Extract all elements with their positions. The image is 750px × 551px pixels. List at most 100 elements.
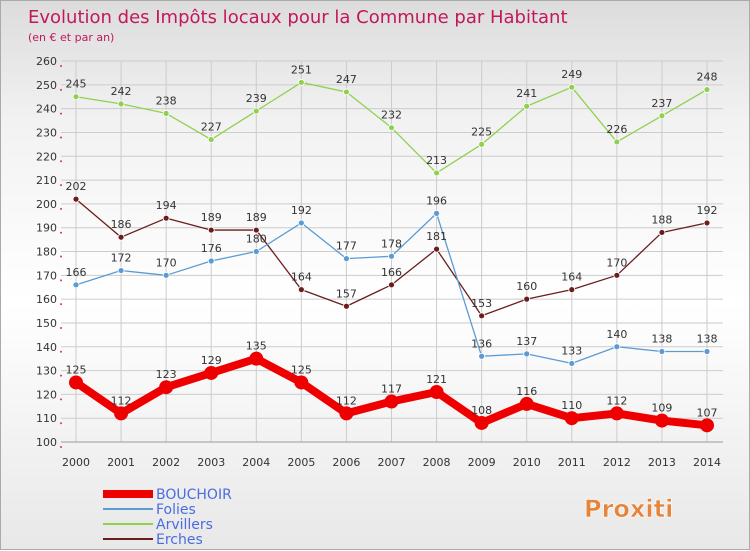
x-tick-label: 2010 xyxy=(513,456,541,469)
data-label-erches: 189 xyxy=(246,211,267,224)
data-label-erches: 170 xyxy=(606,256,627,269)
data-label-bouchoir: 125 xyxy=(66,363,87,376)
data-label-arvillers: 251 xyxy=(291,63,312,76)
x-tick-label: 2004 xyxy=(242,456,270,469)
data-label-folies: 133 xyxy=(561,344,582,357)
point-erches xyxy=(72,195,80,203)
y-minor-tick xyxy=(60,88,62,91)
x-tick-label: 2011 xyxy=(558,456,586,469)
point-arvillers xyxy=(478,140,486,148)
point-folies xyxy=(297,219,305,227)
point-bouchoir xyxy=(249,351,264,366)
point-erches xyxy=(478,312,486,320)
y-minor-tick xyxy=(60,65,62,67)
x-tick-label: 2008 xyxy=(423,456,451,469)
data-label-folies: 176 xyxy=(201,242,222,255)
chart-subtitle: (en € et par an) xyxy=(28,31,114,44)
data-label-arvillers: 239 xyxy=(246,92,267,105)
x-axis-ticks: 2000 2001 2002 2003 2004 2005 2006 2007 2008 2009… xyxy=(62,456,721,469)
data-label-folies: 140 xyxy=(606,328,627,341)
data-label-erches: 164 xyxy=(291,271,312,284)
point-arvillers xyxy=(162,109,170,117)
point-bouchoir xyxy=(654,413,669,428)
point-arvillers xyxy=(523,102,531,110)
x-tick-label: 2005 xyxy=(287,456,315,469)
point-folies xyxy=(613,343,621,351)
data-label-arvillers: 237 xyxy=(651,97,672,110)
point-folies xyxy=(703,348,711,355)
point-erches xyxy=(297,286,305,294)
data-label-bouchoir: 117 xyxy=(381,383,402,396)
point-bouchoir xyxy=(700,418,714,433)
y-tick-label: 130 xyxy=(36,365,57,378)
point-arvillers xyxy=(207,136,215,143)
data-label-bouchoir: 108 xyxy=(471,404,492,417)
point-arvillers xyxy=(388,124,395,132)
point-bouchoir xyxy=(159,380,174,395)
data-label-bouchoir: 107 xyxy=(697,406,718,419)
data-label-folies: 166 xyxy=(66,266,87,279)
data-label-folies: 138 xyxy=(697,333,718,346)
y-axis-ticks: 100 110 120 130 140 150 160 170 180 190 200 210 220 2… xyxy=(36,55,62,449)
point-arvillers xyxy=(297,79,305,86)
data-label-folies: 137 xyxy=(516,335,537,348)
point-bouchoir xyxy=(564,411,579,426)
point-erches xyxy=(388,281,395,289)
legend-label-erches: Erches xyxy=(156,532,203,548)
y-tick-label: 190 xyxy=(36,222,57,235)
data-label-bouchoir: 109 xyxy=(651,402,672,415)
point-erches xyxy=(162,214,170,222)
data-label-bouchoir: 112 xyxy=(111,394,132,407)
x-tick-label: 2009 xyxy=(468,456,496,469)
data-label-bouchoir: 112 xyxy=(336,394,357,407)
data-label-erches: 192 xyxy=(697,204,718,217)
point-bouchoir xyxy=(384,394,399,409)
point-arvillers xyxy=(72,93,80,101)
data-label-folies: 172 xyxy=(111,252,132,265)
point-arvillers xyxy=(568,83,576,91)
data-label-erches: 181 xyxy=(426,230,447,243)
data-label-bouchoir: 135 xyxy=(246,340,267,353)
y-minor-tick xyxy=(60,112,62,115)
data-label-bouchoir: 116 xyxy=(516,385,537,398)
y-tick-label: 260 xyxy=(36,55,57,68)
y-tick-label: 100 xyxy=(36,436,57,449)
data-label-folies: 170 xyxy=(156,256,177,269)
y-tick-label: 160 xyxy=(36,293,57,306)
data-label-erches: 186 xyxy=(111,218,132,231)
point-bouchoir xyxy=(429,384,444,399)
y-minor-tick xyxy=(60,207,62,210)
y-tick-label: 120 xyxy=(36,388,57,401)
point-erches xyxy=(343,302,350,310)
point-arvillers xyxy=(433,169,440,177)
x-tick-label: 2001 xyxy=(107,456,135,469)
point-arvillers xyxy=(343,88,350,96)
y-minor-tick xyxy=(60,255,62,258)
point-bouchoir xyxy=(474,415,489,430)
data-labels: 202 186 194 189 189 164 157 166 181 153 160 164 170 1… xyxy=(66,63,718,419)
point-arvillers xyxy=(613,138,621,146)
data-label-erches: 157 xyxy=(336,287,357,300)
point-erches xyxy=(252,226,260,234)
point-erches xyxy=(207,226,215,234)
point-bouchoir xyxy=(339,406,354,421)
y-tick-label: 250 xyxy=(36,79,57,92)
y-tick-label: 210 xyxy=(36,174,57,187)
point-folies xyxy=(658,348,666,355)
data-label-bouchoir: 110 xyxy=(561,399,582,412)
data-label-arvillers: 245 xyxy=(66,78,87,91)
data-label-folies: 177 xyxy=(336,240,357,253)
point-erches xyxy=(523,295,531,303)
data-label-arvillers: 238 xyxy=(156,94,177,107)
data-label-erches: 164 xyxy=(561,271,582,284)
series-layer xyxy=(69,79,714,433)
data-label-erches: 166 xyxy=(381,266,402,279)
y-tick-label: 220 xyxy=(36,150,57,163)
brand-logo: Proxiti xyxy=(584,495,673,523)
data-label-folies: 138 xyxy=(651,333,672,346)
y-tick-label: 200 xyxy=(36,198,57,211)
data-label-arvillers: 225 xyxy=(471,125,492,138)
data-label-erches: 194 xyxy=(156,199,177,212)
point-erches xyxy=(613,271,621,279)
